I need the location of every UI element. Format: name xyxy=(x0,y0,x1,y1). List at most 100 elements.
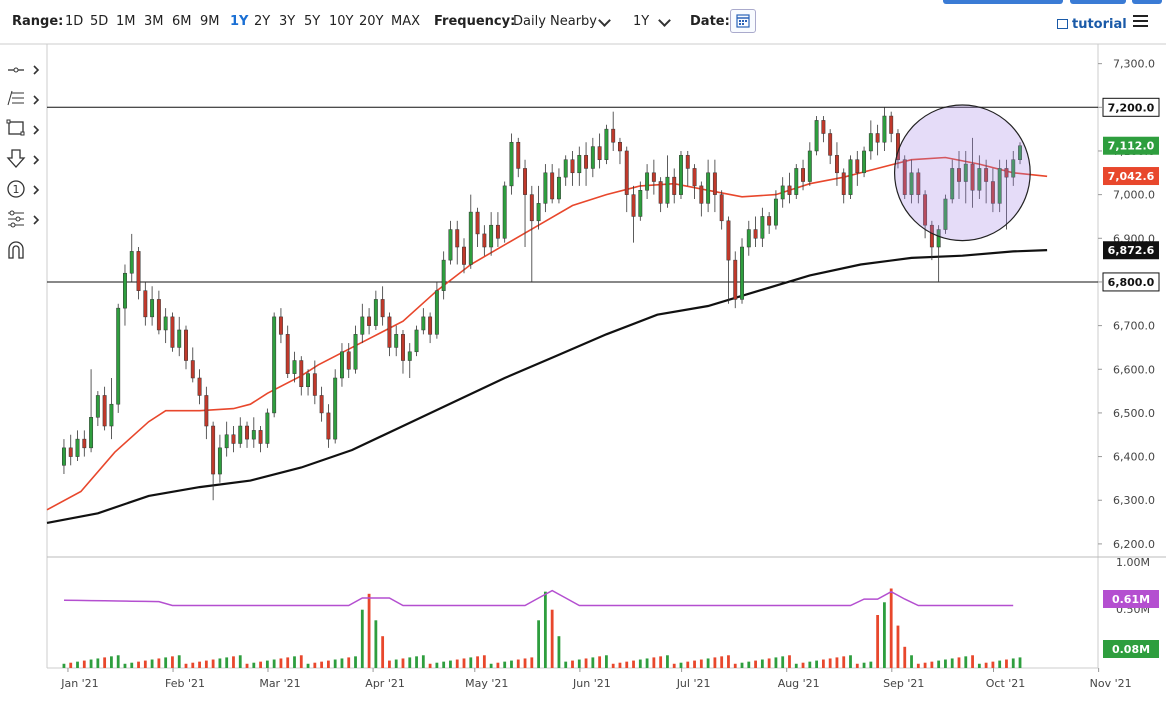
rectangle-tool-button[interactable] xyxy=(6,118,44,140)
range-button-3y[interactable]: 3Y xyxy=(279,14,296,29)
volume-bar xyxy=(516,659,520,668)
range-button-2y[interactable]: 2Y xyxy=(254,14,271,29)
volume-bar xyxy=(503,661,507,668)
volume-bar xyxy=(794,663,798,668)
settings-tool-icon xyxy=(8,210,24,228)
y-tick-label: 7,000.0 xyxy=(1113,189,1155,202)
candle-body xyxy=(380,299,385,318)
chevron-right-icon xyxy=(33,185,40,195)
candle-body xyxy=(109,403,114,427)
line-tool-button[interactable] xyxy=(6,58,44,80)
range-button-10y[interactable]: 10Y xyxy=(329,14,354,29)
price-tag xyxy=(1103,167,1159,186)
range-button-5d[interactable]: 5D xyxy=(90,14,109,29)
candle-body xyxy=(190,360,195,379)
candle-body xyxy=(611,128,616,143)
arrow-tool-icon xyxy=(6,149,26,168)
volume-bar xyxy=(645,658,649,668)
highlight-circle[interactable] xyxy=(893,104,1031,242)
range-button-6m[interactable]: 6M xyxy=(172,14,192,29)
volume-bar xyxy=(272,659,276,668)
candle-body xyxy=(855,159,860,174)
period-select[interactable]: 1Y xyxy=(633,14,650,29)
candle-body xyxy=(963,163,968,182)
range-button-max[interactable]: MAX xyxy=(391,14,421,29)
range-button-1y[interactable]: 1Y xyxy=(230,14,249,29)
top-tab-stub[interactable] xyxy=(1070,0,1126,4)
frequency-select[interactable]: Daily Nearby xyxy=(513,14,598,29)
candle-body xyxy=(990,181,995,204)
candle-body xyxy=(584,155,589,169)
volume-bar xyxy=(523,658,527,668)
magnet-button[interactable] xyxy=(6,240,44,262)
range-button-3m[interactable]: 3M xyxy=(144,14,164,29)
volume-bar xyxy=(191,662,195,668)
candle-body xyxy=(306,373,311,387)
volume-bar xyxy=(720,656,724,668)
volume-bar xyxy=(123,663,127,668)
volume-bar xyxy=(672,663,676,668)
fib-tool-button[interactable] xyxy=(6,88,44,110)
volume-bar xyxy=(184,663,188,668)
candle-body xyxy=(123,272,127,309)
candle-body xyxy=(706,172,711,204)
volume-bar xyxy=(659,656,663,668)
volume-bar xyxy=(713,657,717,668)
volume-bar xyxy=(171,656,174,668)
candle-body xyxy=(773,198,778,226)
candle-body xyxy=(638,190,643,217)
candle-body xyxy=(367,316,372,326)
candle-body xyxy=(184,329,188,361)
candle-body xyxy=(448,229,453,261)
volume-bar xyxy=(862,662,866,668)
candle-body xyxy=(658,181,663,204)
candle-body xyxy=(516,141,521,169)
chevron-right-icon xyxy=(33,65,40,75)
volume-bar xyxy=(401,658,405,668)
number-tool-button[interactable]: 1 xyxy=(6,178,44,200)
hamburger-menu-icon[interactable] xyxy=(1133,15,1148,29)
volume-bar xyxy=(835,657,839,668)
x-tick-label: May '21 xyxy=(465,677,508,690)
candle-body xyxy=(936,229,941,248)
range-button-1d[interactable]: 1D xyxy=(65,14,84,29)
tutorial-link[interactable]: tutorial xyxy=(1072,17,1127,32)
y-tick-label: 6,500.0 xyxy=(1113,407,1155,420)
top-tab-stub[interactable] xyxy=(943,0,1063,4)
svg-text:1: 1 xyxy=(13,183,20,196)
line-tool-icon xyxy=(8,67,24,73)
candle-body xyxy=(536,203,541,222)
y-tick-label: 7,300.0 xyxy=(1113,58,1155,71)
chevron-right-icon xyxy=(33,125,40,135)
candle-body xyxy=(875,133,880,143)
range-button-20y[interactable]: 20Y xyxy=(359,14,384,29)
settings-tool-button[interactable] xyxy=(6,208,44,230)
candle-body xyxy=(258,430,263,444)
volume-bar xyxy=(937,660,941,668)
calendar-button[interactable] xyxy=(730,9,756,33)
volume-bar xyxy=(537,620,540,668)
volume-bar xyxy=(374,620,378,668)
range-button-5y[interactable]: 5Y xyxy=(304,14,321,29)
candle-body xyxy=(502,185,507,239)
candle-body xyxy=(760,216,765,239)
volume-bar xyxy=(930,661,934,668)
volume-tag-label: 0.08M xyxy=(1112,643,1150,656)
candle-body xyxy=(970,163,975,191)
volume-bar xyxy=(476,656,479,668)
candle-body xyxy=(278,316,283,335)
range-button-9m[interactable]: 9M xyxy=(200,14,220,29)
volume-bar xyxy=(686,661,690,668)
volume-bar xyxy=(306,663,310,668)
volume-bar xyxy=(89,659,93,668)
arrow-tool-button[interactable] xyxy=(6,148,44,170)
volume-bar xyxy=(727,655,730,668)
volume-bar xyxy=(964,656,968,668)
candle-body xyxy=(89,417,94,449)
candle-body xyxy=(577,155,582,174)
range-button-1m[interactable]: 1M xyxy=(116,14,136,29)
candle-body xyxy=(672,176,677,195)
top-tab-stub[interactable] xyxy=(1132,0,1162,4)
volume-tag xyxy=(1103,590,1159,608)
